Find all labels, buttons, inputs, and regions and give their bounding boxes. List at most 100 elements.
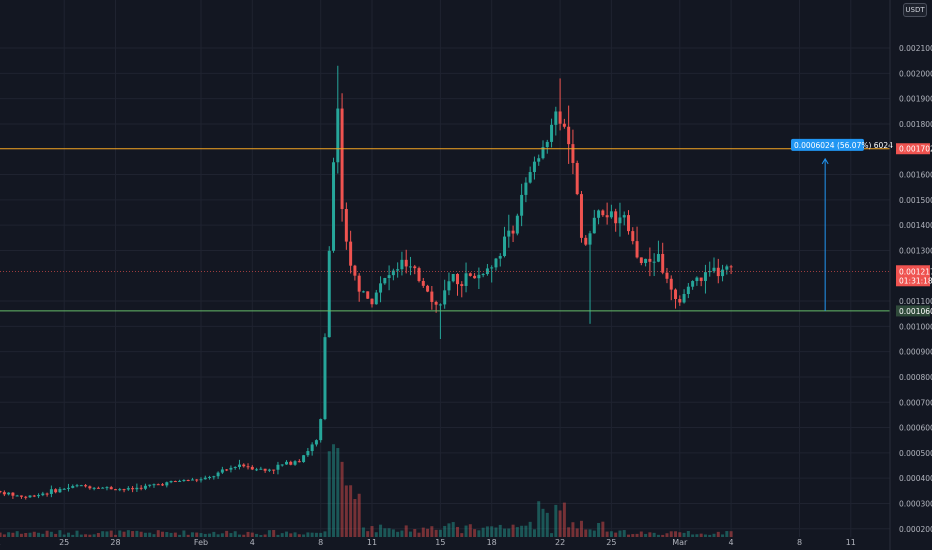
volume-bar <box>699 533 703 537</box>
candle-body <box>165 482 169 486</box>
candle-body <box>156 484 160 486</box>
volume-bar <box>383 528 387 537</box>
candle-body <box>353 265 357 276</box>
volume-bar <box>7 532 11 537</box>
candle-body <box>656 253 660 262</box>
volume-bar <box>379 524 383 537</box>
volume-bar <box>233 531 237 537</box>
volume-bar <box>216 534 220 537</box>
price-tick-label: 0.0020000 <box>899 69 932 78</box>
candle-body <box>225 469 229 471</box>
volume-bar <box>725 531 729 537</box>
volume-bar <box>554 504 558 537</box>
volume-bar <box>571 522 575 537</box>
volume-bar <box>203 533 207 537</box>
candle-body <box>131 488 135 490</box>
volume-bar <box>32 531 36 537</box>
resistance-badge-label: 0.0017026 <box>899 145 932 154</box>
volume-bar <box>447 523 451 537</box>
volume-bar <box>225 530 229 537</box>
price-scale[interactable]: 0.0021000 0.0020000 0.0019000 0.0018000 0.00… <box>899 3 932 534</box>
candle-body <box>601 210 605 216</box>
measure-arrow-icon <box>821 157 829 165</box>
candle-body <box>332 162 336 251</box>
candle-body <box>263 468 267 471</box>
candle-body <box>366 291 370 299</box>
candle-body <box>686 286 690 295</box>
candle-body <box>669 278 673 290</box>
candle-body <box>558 111 562 124</box>
candle-body <box>413 266 417 269</box>
candle-body <box>195 479 199 481</box>
volume-bar <box>250 532 254 537</box>
volume-bar <box>212 531 216 537</box>
volume-bar <box>511 524 515 537</box>
volume-bar <box>682 532 686 537</box>
volume-bar <box>199 533 203 537</box>
candle-body <box>729 266 733 268</box>
candle-body <box>695 277 699 282</box>
candle-body <box>242 464 246 467</box>
volume-bar <box>297 534 301 537</box>
time-tick-label: Feb <box>194 538 208 547</box>
candle-body <box>212 476 216 478</box>
candle-body <box>383 278 387 284</box>
candle-body <box>481 274 485 276</box>
candle-body <box>443 290 447 305</box>
candle-body <box>370 298 374 305</box>
price-tick-label: 0.0011000 <box>899 297 932 306</box>
volume-bar <box>370 526 374 537</box>
volume-bar <box>503 528 507 537</box>
volume-bar <box>712 533 716 537</box>
volume-bar <box>708 534 712 537</box>
resistance-badge <box>896 143 930 155</box>
candle-body <box>507 230 511 237</box>
volume-bar <box>114 534 117 537</box>
volume-bar <box>118 530 122 537</box>
support-badge-label: 0.0010609 <box>899 307 932 316</box>
candle-body <box>622 215 626 218</box>
volume-bar <box>652 532 656 537</box>
candle-body <box>545 141 549 148</box>
candle-body <box>220 469 224 473</box>
volume-bar <box>665 533 669 537</box>
volume-bar <box>656 534 660 537</box>
candle-body <box>503 236 507 257</box>
time-tick-label: 15 <box>435 538 445 547</box>
volume-bar <box>28 532 32 537</box>
volume-bar <box>165 532 169 537</box>
currency-button[interactable]: USDT <box>903 3 927 17</box>
candle-body <box>404 259 408 267</box>
volume-bar <box>477 530 481 537</box>
candle-body <box>319 419 323 441</box>
volume-bar <box>186 534 190 537</box>
time-scale[interactable]: 21 25 28 Feb 4 8 11 15 18 22 25 Mar 4 8 11 <box>0 538 856 547</box>
price-tick-label: 0.0008000 <box>899 373 932 382</box>
candle-body <box>609 211 613 218</box>
volume-bar <box>357 493 361 537</box>
volume-bar <box>408 531 412 537</box>
candle-body <box>297 461 301 463</box>
candle-body <box>473 275 477 279</box>
candle-body <box>186 479 190 481</box>
measure-tool[interactable]: 0.0006024 (56.07%) 6024 <box>791 138 893 311</box>
candle-body <box>96 487 100 489</box>
candle-body <box>639 257 643 264</box>
volume-bar <box>71 534 75 537</box>
candle-body <box>605 215 609 218</box>
candle-body <box>306 451 310 456</box>
volume-bar <box>686 530 690 537</box>
volume-bar <box>485 526 489 537</box>
candle-body <box>190 479 194 481</box>
candle-body <box>285 461 288 465</box>
volume-bar <box>524 525 528 537</box>
volume-bar <box>361 527 365 537</box>
volume-bar <box>229 533 233 537</box>
volume-bar <box>255 533 259 537</box>
volume-bar <box>597 522 601 537</box>
volume-bar <box>721 534 725 537</box>
candle-body <box>233 467 237 469</box>
candle-body <box>614 211 618 224</box>
volume-bar <box>161 531 165 537</box>
